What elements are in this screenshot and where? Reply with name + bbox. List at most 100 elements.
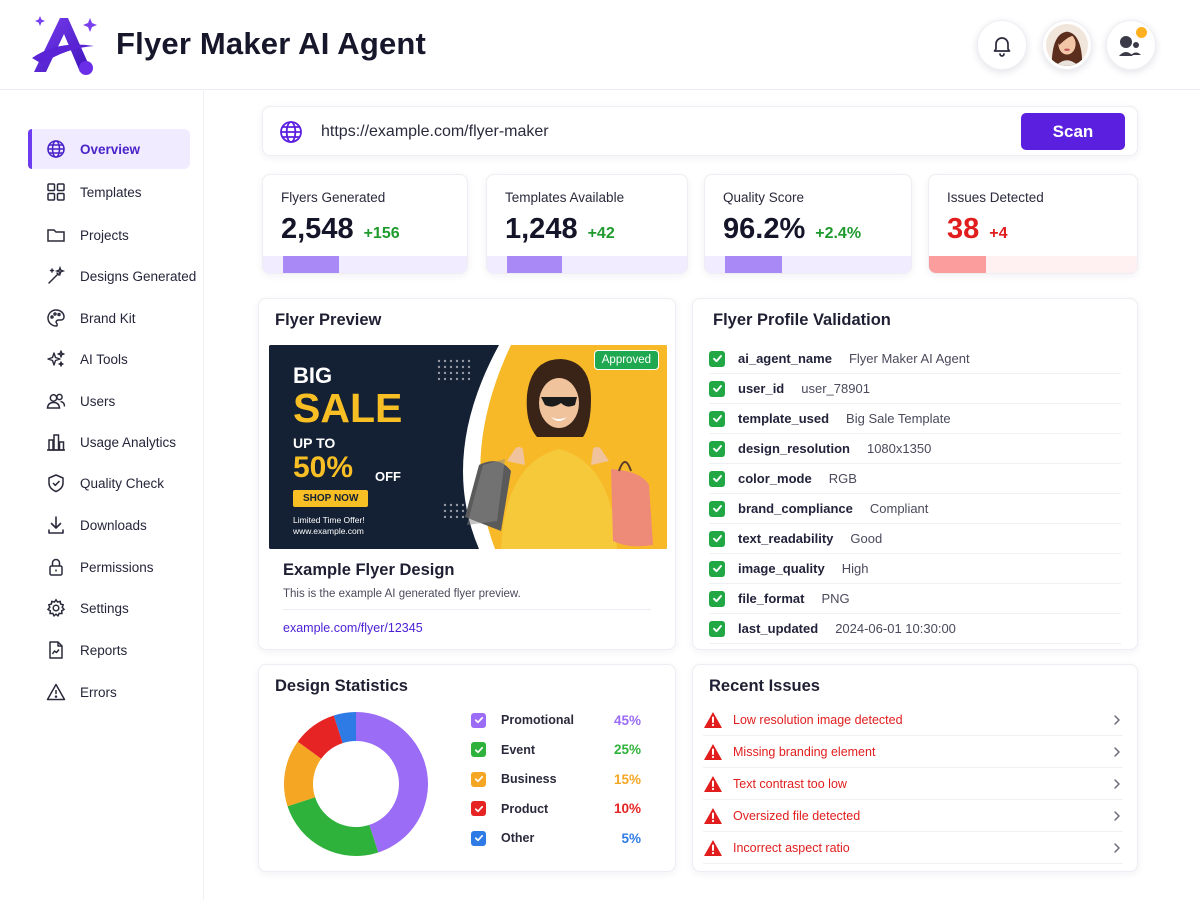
panel-title: Recent Issues [709,677,820,695]
flyer-link[interactable]: example.com/flyer/12345 [283,621,423,635]
legend-item: Other 5% [471,828,641,848]
sidebar-item-usage-analytics[interactable]: Usage Analytics [28,422,190,462]
donut-slice-promotional [356,712,428,853]
sidebar-item-label: Settings [80,600,129,616]
url-input[interactable]: https://example.com/flyer-maker [321,123,549,140]
sidebar-item-permissions[interactable]: Permissions [28,547,190,587]
sidebar-item-label: Permissions [80,559,154,575]
sidebar-item-label: AI Tools [80,351,128,367]
chevron-right-icon [1114,778,1120,789]
stat-bar-track [705,256,911,273]
chevron-right-icon [1114,810,1120,821]
sidebar-item-users[interactable]: Users [28,381,190,421]
agent-status-button[interactable] [1106,20,1156,70]
donut-slice-other [333,712,356,744]
warning-icon [704,807,722,824]
stat-card-flyers-generated: Flyers Generated 2,548 +156 [262,174,468,274]
sidebar-item-label: Brand Kit [80,310,136,326]
app-title: Flyer Maker AI Agent [116,26,427,61]
stat-card-quality-score: Quality Score 96.2% +2.4% [704,174,912,274]
legend-label: Other [501,831,535,845]
validation-key: file_format [738,591,805,606]
issue-row[interactable]: Incorrect aspect ratio [703,832,1123,864]
app-header: Flyer Maker AI Agent [0,0,1200,90]
scan-button[interactable]: Scan [1021,113,1125,150]
legend-item: Promotional 45% [471,710,641,730]
stat-number: 96.2% [723,213,806,245]
sidebar-item-label: Projects [80,227,129,243]
flyer-preview-panel: Flyer Preview [258,298,676,650]
sidebar-item-brand-kit[interactable]: Brand Kit [28,298,190,338]
sidebar-item-reports[interactable]: Reports [28,630,190,670]
checkbox-icon [471,712,486,728]
issue-row[interactable]: Oversized file detected [703,800,1123,832]
validation-row: brand_compliance Compliant [709,494,1121,524]
issue-text: Missing branding element [733,744,876,759]
sidebar-item-ai-tools[interactable]: AI Tools [28,339,190,379]
validation-row: last_updated 2024-06-01 10:30:00 [709,614,1121,644]
stat-number: 38 [947,213,980,245]
issue-row[interactable]: Missing branding element [703,736,1123,768]
stat-value: 38 +4 [947,213,1008,246]
flyer-footer-1: Limited Time Offer! [293,515,365,525]
shield-check-icon [46,473,66,493]
bell-icon [993,37,1011,57]
stat-delta: +2.4% [815,225,862,242]
buildings-chart-icon [46,432,66,452]
magic-wand-icon [46,266,66,286]
legend-percent: 5% [621,830,641,846]
sidebar-item-settings[interactable]: Settings [28,588,190,628]
user-avatar-button[interactable] [1042,20,1092,70]
warning-icon [46,682,66,702]
validation-row: design_resolution 1080x1350 [709,434,1121,464]
divider [283,609,651,610]
issue-text: Low resolution image detected [733,712,903,727]
stat-value: 1,248 +42 [505,213,615,246]
validation-value: PNG [821,591,850,606]
sidebar-item-quality-check[interactable]: Quality Check [28,463,190,503]
stat-label: Flyers Generated [281,190,386,205]
flyer-artwork [269,345,667,549]
design-donut-chart [284,712,428,856]
sidebar-item-errors[interactable]: Errors [28,672,190,712]
user-avatar [1046,24,1088,66]
validation-value: 2024-06-01 10:30:00 [835,621,956,636]
checkbox-icon [471,801,486,816]
sidebar-item-overview[interactable]: Overview [28,129,190,169]
sidebar-item-label: Templates [80,184,142,200]
check-icon [709,590,725,607]
donut-slice-product [297,715,343,759]
check-icon [709,620,725,637]
flyer-discount: 50% [293,451,354,484]
flyer-headline-1: BIG [293,363,333,388]
notifications-button[interactable] [977,20,1027,70]
validation-key: brand_compliance [738,501,853,516]
stat-number: 1,248 [505,213,578,245]
legend-percent: 45% [613,712,641,728]
validation-value: Good [850,531,883,546]
legend-label: Event [501,742,536,757]
stat-bar-track [263,256,467,273]
sidebar-item-label: Downloads [80,517,147,533]
sidebar-item-label: Errors [80,684,117,700]
sidebar-item-templates[interactable]: Templates [28,172,190,212]
validation-value: user_78901 [801,381,870,396]
grid-icon [46,182,66,202]
stat-bar-fill [725,256,782,273]
issue-row[interactable]: Text contrast too low [703,768,1123,800]
stat-label: Templates Available [505,190,625,205]
flyer-footer-2: www.example.com [293,526,364,536]
agent-icon [1119,36,1141,56]
sidebar-item-designs-generated[interactable]: Designs Generated [28,256,196,296]
stat-number: 2,548 [281,213,354,245]
validation-key: design_resolution [738,441,850,456]
flyer-headline-2: SALE [293,385,403,431]
url-scan-bar: https://example.com/flyer-maker Scan [262,106,1138,156]
flyer-image[interactable]: BIG SALE UP TO 50% OFF SHOP NOW Limited … [269,345,667,549]
sidebar-item-downloads[interactable]: Downloads [28,505,190,545]
validation-key: image_quality [738,561,825,576]
issue-row[interactable]: Low resolution image detected [703,704,1123,736]
gear-icon [46,598,66,618]
sidebar: Overview Templates Projects Designs Gene… [0,91,204,900]
sidebar-item-projects[interactable]: Projects [28,215,190,255]
